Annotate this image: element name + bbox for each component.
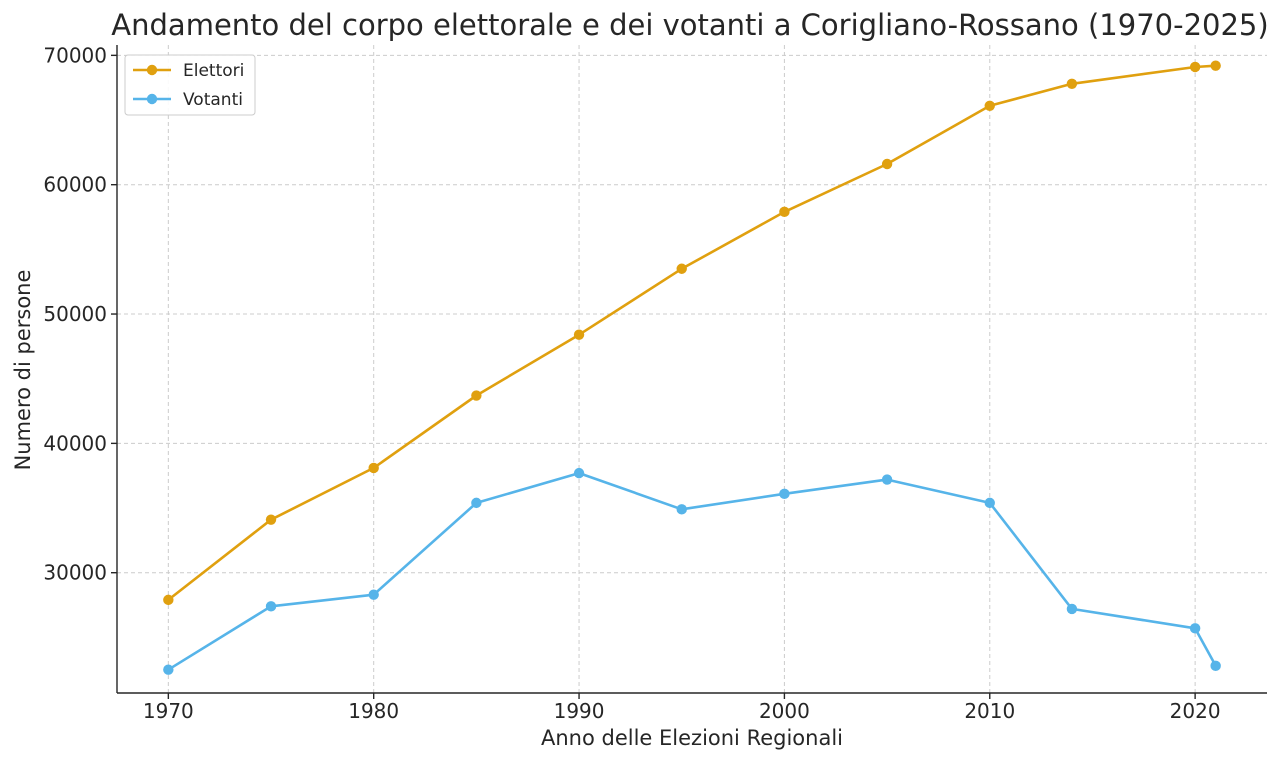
x-axis-label: Anno delle Elezioni Regionali <box>541 726 843 750</box>
data-point <box>471 390 482 401</box>
legend: Elettori Votanti <box>124 54 256 116</box>
y-tick-label: 50000 <box>43 302 107 326</box>
data-point <box>779 206 790 218</box>
data-point <box>1066 603 1078 615</box>
series-line <box>167 64 1216 601</box>
data-point <box>1210 60 1221 71</box>
legend-item: Votanti <box>133 90 243 110</box>
data-point <box>573 329 585 340</box>
data-point <box>1189 61 1201 73</box>
x-tick-label: 2000 <box>759 699 810 723</box>
data-point <box>1189 623 1201 634</box>
data-point <box>265 601 277 612</box>
x-tick-label: 1970 <box>143 699 194 723</box>
legend-marker <box>146 64 158 76</box>
data-point <box>163 594 174 606</box>
x-tick-label: 1980 <box>348 699 399 723</box>
data-point <box>881 158 893 170</box>
y-tick-label: 40000 <box>43 431 107 455</box>
data-point <box>676 263 687 274</box>
data-point <box>368 589 379 600</box>
data-point <box>779 488 790 500</box>
series-elettori <box>163 60 1221 606</box>
data-point <box>984 497 995 509</box>
series-line <box>167 471 1217 671</box>
data-point <box>265 514 277 525</box>
x-tick-label: 1990 <box>554 699 605 723</box>
data-point <box>573 467 585 479</box>
series-votanti <box>163 467 1221 675</box>
data-point <box>1210 660 1221 672</box>
x-tick-label: 2010 <box>964 699 1015 723</box>
data-point <box>984 100 995 111</box>
data-point <box>471 497 482 509</box>
data-point <box>1066 78 1078 90</box>
y-tick-label: 70000 <box>43 43 107 67</box>
x-tick-label: 2020 <box>1170 699 1221 723</box>
tick-labels: 1970 1980 1990 2000 2010 2020 30000 40000 50000 6… <box>43 43 1220 723</box>
grid <box>117 45 1267 693</box>
legend-label: Elettori <box>183 61 244 81</box>
y-tick-label: 60000 <box>43 173 107 197</box>
legend-marker <box>146 93 158 105</box>
y-axis-label: Numero di persone <box>11 270 35 471</box>
chart-title: Andamento del corpo elettorale e dei vot… <box>111 8 1268 42</box>
data-point <box>676 504 687 515</box>
legend-item: Elettori <box>133 61 244 81</box>
legend-label: Votanti <box>183 90 243 110</box>
data-point <box>368 462 379 474</box>
axes <box>116 45 1267 694</box>
data-point <box>881 474 893 485</box>
y-tick-label: 30000 <box>43 561 107 585</box>
series-lines <box>163 60 1221 675</box>
data-point <box>163 664 174 675</box>
